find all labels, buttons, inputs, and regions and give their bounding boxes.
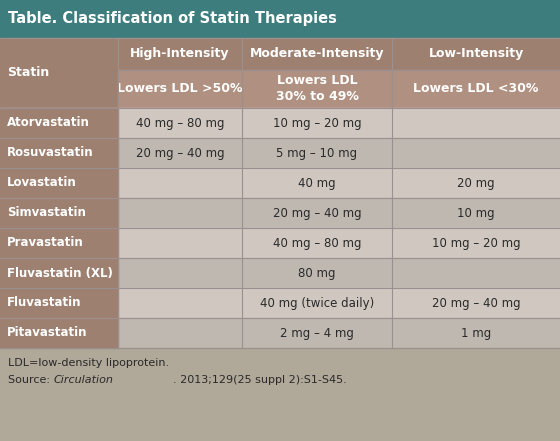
Text: 40 mg: 40 mg xyxy=(298,176,336,190)
Text: 40 mg – 80 mg: 40 mg – 80 mg xyxy=(136,116,224,130)
Bar xyxy=(242,38,392,70)
Bar xyxy=(0,228,560,258)
Text: 20 mg – 40 mg: 20 mg – 40 mg xyxy=(432,296,520,310)
Text: 10 mg: 10 mg xyxy=(457,206,495,220)
Bar xyxy=(0,168,560,198)
Text: Rosuvastatin: Rosuvastatin xyxy=(7,146,94,160)
Text: 10 mg – 20 mg: 10 mg – 20 mg xyxy=(432,236,520,250)
Text: Lovastatin: Lovastatin xyxy=(7,176,77,190)
Text: 20 mg – 40 mg: 20 mg – 40 mg xyxy=(273,206,361,220)
Text: 20 mg – 40 mg: 20 mg – 40 mg xyxy=(136,146,225,160)
Bar xyxy=(0,138,560,168)
Bar xyxy=(0,38,118,108)
Text: Low-Intensity: Low-Intensity xyxy=(428,48,524,60)
Bar xyxy=(118,70,242,108)
Bar xyxy=(392,38,560,70)
Bar xyxy=(0,198,118,228)
Text: 40 mg (twice daily): 40 mg (twice daily) xyxy=(260,296,374,310)
Bar xyxy=(392,70,560,108)
Text: Lowers LDL <30%: Lowers LDL <30% xyxy=(413,82,539,96)
Bar xyxy=(0,138,118,168)
Bar xyxy=(0,318,560,348)
Bar xyxy=(0,288,118,318)
Text: Lowers LDL >50%: Lowers LDL >50% xyxy=(117,82,242,96)
Bar xyxy=(0,228,118,258)
Text: 5 mg – 10 mg: 5 mg – 10 mg xyxy=(277,146,358,160)
Text: 1 mg: 1 mg xyxy=(461,326,491,340)
Text: 40 mg – 80 mg: 40 mg – 80 mg xyxy=(273,236,361,250)
Bar xyxy=(242,70,392,108)
Text: 20 mg: 20 mg xyxy=(457,176,495,190)
Bar xyxy=(118,38,242,70)
Text: Fluvastatin: Fluvastatin xyxy=(7,296,82,310)
Bar xyxy=(0,258,118,288)
Bar xyxy=(0,348,560,441)
Text: High-Intensity: High-Intensity xyxy=(130,48,230,60)
Text: . 2013;129(25 suppl 2):S1-S45.: . 2013;129(25 suppl 2):S1-S45. xyxy=(173,375,347,385)
Text: Pravastatin: Pravastatin xyxy=(7,236,84,250)
Text: Lowers LDL
30% to 49%: Lowers LDL 30% to 49% xyxy=(276,75,358,104)
Bar xyxy=(0,108,560,138)
Bar xyxy=(0,168,118,198)
Bar xyxy=(0,108,118,138)
Text: Circulation: Circulation xyxy=(54,375,113,385)
Bar xyxy=(0,198,560,228)
Text: Atorvastatin: Atorvastatin xyxy=(7,116,90,130)
Bar xyxy=(0,318,118,348)
Text: Fluvastatin (XL): Fluvastatin (XL) xyxy=(7,266,113,280)
Bar xyxy=(0,258,560,288)
Text: 2 mg – 4 mg: 2 mg – 4 mg xyxy=(280,326,354,340)
Bar xyxy=(0,288,560,318)
Text: 80 mg: 80 mg xyxy=(298,266,336,280)
Bar xyxy=(0,0,560,38)
Text: 10 mg – 20 mg: 10 mg – 20 mg xyxy=(273,116,361,130)
Text: Simvastatin: Simvastatin xyxy=(7,206,86,220)
Text: Table. Classification of Statin Therapies: Table. Classification of Statin Therapie… xyxy=(8,11,337,26)
Text: Statin: Statin xyxy=(7,67,49,79)
Text: Moderate-Intensity: Moderate-Intensity xyxy=(250,48,384,60)
Text: Pitavastatin: Pitavastatin xyxy=(7,326,87,340)
Text: Source:: Source: xyxy=(8,375,54,385)
Text: LDL=low-density lipoprotein.: LDL=low-density lipoprotein. xyxy=(8,358,169,368)
